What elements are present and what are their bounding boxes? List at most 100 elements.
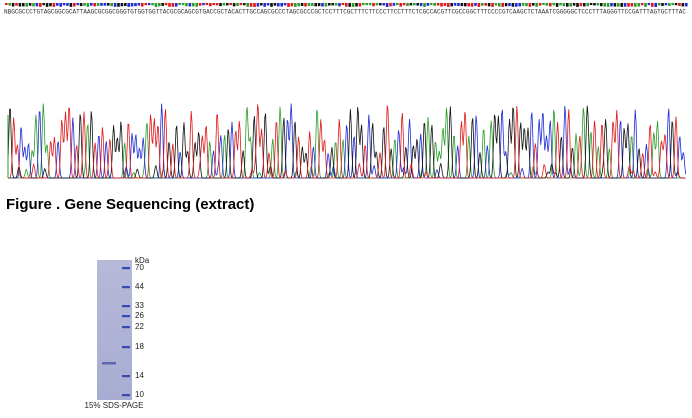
- quality-bar: [348, 3, 351, 7]
- quality-bar: [436, 3, 440, 6]
- quality-bar: [96, 3, 100, 7]
- quality-bar: [56, 3, 59, 6]
- quality-bar: [45, 3, 49, 7]
- quality-bar: [270, 3, 273, 7]
- quality-bar: [256, 3, 260, 7]
- quality-bar: [518, 3, 521, 7]
- quality-bar: [630, 3, 634, 7]
- quality-bar: [487, 3, 491, 7]
- quality-bar: [620, 3, 623, 7]
- quality-bar: [215, 3, 219, 6]
- quality-bar: [600, 3, 603, 7]
- quality-bar: [314, 3, 317, 7]
- quality-bar: [8, 3, 11, 6]
- quality-bar: [239, 3, 243, 6]
- quality-bar: [236, 3, 239, 6]
- quality-bar: [66, 3, 69, 6]
- quality-bar: [674, 3, 678, 6]
- quality-bar: [450, 3, 453, 7]
- quality-bar: [521, 3, 525, 6]
- chromatogram: [7, 103, 686, 179]
- quality-bar: [443, 3, 447, 6]
- quality-bar: [399, 3, 402, 7]
- quality-bar: [644, 3, 647, 7]
- quality-bar: [59, 3, 62, 7]
- quality-bar: [440, 3, 443, 7]
- quality-bar: [158, 3, 161, 7]
- quality-bar: [90, 3, 93, 6]
- quality-bar: [603, 3, 606, 7]
- quality-bar: [528, 3, 532, 7]
- marker-band: [122, 286, 130, 289]
- quality-bar: [209, 3, 212, 7]
- quality-bar: [120, 3, 124, 7]
- quality-bar: [365, 3, 368, 6]
- quality-bar: [338, 3, 341, 7]
- quality-bar: [226, 3, 229, 6]
- quality-bar: [124, 3, 127, 7]
- quality-bar: [79, 3, 83, 7]
- quality-bar: [515, 3, 518, 7]
- quality-bar: [178, 3, 181, 6]
- quality-bar: [681, 3, 685, 7]
- quality-bar: [559, 3, 562, 6]
- quality-bar: [586, 3, 589, 7]
- marker-band: [122, 394, 130, 397]
- quality-bar: [545, 3, 549, 6]
- quality-bar: [15, 3, 18, 6]
- quality-bar: [171, 3, 175, 7]
- quality-bar: [5, 3, 8, 6]
- quality-bar: [25, 3, 28, 7]
- quality-bar: [481, 3, 484, 6]
- quality-bar: [110, 3, 113, 7]
- quality-bar: [501, 3, 504, 7]
- quality-bar: [103, 3, 107, 6]
- quality-bar: [508, 3, 511, 7]
- quality-bar: [460, 3, 464, 7]
- quality-bar: [232, 3, 236, 7]
- quality-bar: [277, 3, 280, 7]
- quality-bar: [372, 3, 375, 7]
- quality-bar: [474, 3, 477, 6]
- quality-bar: [351, 3, 355, 7]
- quality-bar: [419, 3, 423, 7]
- quality-bar: [566, 3, 569, 7]
- quality-bar: [62, 3, 66, 6]
- quality-bar: [219, 3, 222, 7]
- marker-label: 18: [135, 342, 144, 351]
- quality-bar: [175, 3, 178, 7]
- quality-bar: [447, 3, 450, 7]
- quality-bar: [297, 3, 300, 7]
- quality-bar: [552, 3, 555, 6]
- quality-bar: [396, 3, 399, 6]
- quality-bar: [304, 3, 307, 7]
- quality-bar: [49, 3, 52, 7]
- quality-bar: [198, 3, 202, 6]
- quality-bar: [385, 3, 389, 7]
- quality-bar: [205, 3, 209, 6]
- quality-bar: [583, 3, 586, 7]
- quality-bar: [260, 3, 263, 6]
- quality-bar: [572, 3, 576, 6]
- quality-bar: [39, 3, 42, 7]
- figure-caption: Figure . Gene Sequencing (extract): [6, 196, 254, 213]
- quality-bar: [661, 3, 664, 6]
- marker-band: [122, 305, 130, 308]
- quality-bar: [32, 3, 35, 7]
- quality-bar: [651, 3, 654, 7]
- quality-bar: [368, 3, 372, 6]
- quality-bar: [212, 3, 215, 6]
- quality-bar: [11, 3, 15, 7]
- quality-bar: [685, 3, 688, 7]
- quality-bar: [168, 3, 171, 7]
- quality-bar: [195, 3, 198, 7]
- quality-bar: [477, 3, 481, 7]
- quality-bar: [453, 3, 457, 6]
- quality-bar: [423, 3, 426, 7]
- quality-bar: [623, 3, 627, 7]
- quality-bar: [130, 3, 134, 7]
- quality-bar: [525, 3, 528, 7]
- quality-bar: [464, 3, 467, 7]
- quality-bar: [532, 3, 535, 6]
- quality-bar: [358, 3, 362, 7]
